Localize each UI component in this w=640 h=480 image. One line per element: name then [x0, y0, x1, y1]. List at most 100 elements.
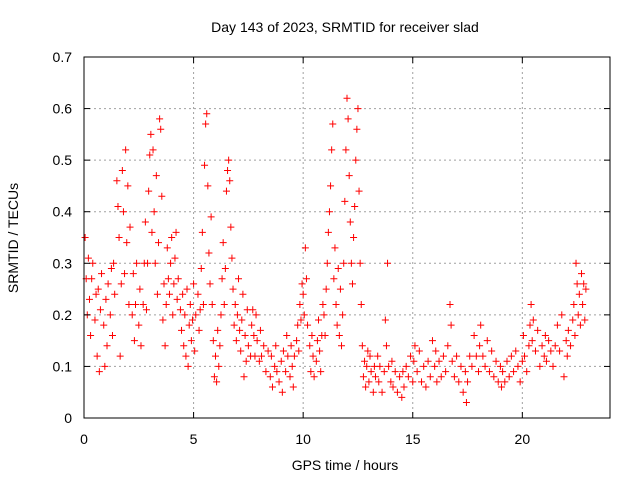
- data-point: [116, 352, 124, 360]
- data-point: [95, 368, 103, 376]
- data-point: [293, 337, 301, 345]
- data-point: [361, 357, 369, 365]
- data-point: [385, 362, 393, 370]
- data-point: [380, 368, 388, 376]
- data-point: [104, 280, 112, 288]
- data-point: [389, 383, 397, 391]
- data-point: [503, 357, 511, 365]
- data-point: [150, 208, 158, 216]
- data-point: [294, 321, 302, 329]
- data-point: [162, 301, 170, 309]
- y-tick-label: 0.1: [53, 358, 73, 374]
- y-tick-label: 0.2: [53, 307, 73, 323]
- data-point: [422, 383, 430, 391]
- data-point: [344, 115, 352, 123]
- x-tick-label: 0: [80, 431, 88, 447]
- data-point: [447, 321, 455, 329]
- data-point: [229, 285, 237, 293]
- data-point: [310, 373, 318, 381]
- x-tick-label: 15: [405, 431, 421, 447]
- data-point: [205, 249, 213, 257]
- data-point: [413, 368, 421, 376]
- data-point: [145, 187, 153, 195]
- data-point: [432, 347, 440, 355]
- data-point: [153, 290, 161, 298]
- data-point: [275, 378, 283, 386]
- data-point: [204, 182, 212, 190]
- data-point: [346, 218, 354, 226]
- data-point: [362, 383, 370, 391]
- data-point: [371, 373, 379, 381]
- data-point: [262, 368, 270, 376]
- data-point: [411, 342, 419, 350]
- data-point: [304, 321, 312, 329]
- data-point: [358, 342, 366, 350]
- data-point: [122, 146, 130, 154]
- data-point: [538, 342, 546, 350]
- data-point: [159, 316, 167, 324]
- data-point: [564, 326, 572, 334]
- data-point: [347, 259, 355, 267]
- data-point: [235, 275, 243, 283]
- data-point: [575, 290, 583, 298]
- data-point: [216, 342, 224, 350]
- data-point: [481, 362, 489, 370]
- data-point: [103, 342, 111, 350]
- data-point: [348, 280, 356, 288]
- data-point: [267, 352, 275, 360]
- data-point: [169, 311, 177, 319]
- data-point: [563, 352, 571, 360]
- data-point: [231, 301, 239, 309]
- data-point: [272, 342, 280, 350]
- data-point: [363, 362, 371, 370]
- data-point: [224, 166, 232, 174]
- data-point: [135, 321, 143, 329]
- data-point: [114, 203, 122, 211]
- data-point: [316, 347, 324, 355]
- data-point: [418, 378, 426, 386]
- data-point: [407, 352, 415, 360]
- data-point: [492, 357, 500, 365]
- data-point: [529, 316, 537, 324]
- data-point: [118, 166, 126, 174]
- data-point: [329, 120, 337, 128]
- data-point: [433, 378, 441, 386]
- data-point: [569, 316, 577, 324]
- data-point: [149, 146, 157, 154]
- data-point: [300, 311, 308, 319]
- data-point: [479, 352, 487, 360]
- data-point: [402, 362, 410, 370]
- data-point: [327, 182, 335, 190]
- data-point: [494, 378, 502, 386]
- data-point: [230, 321, 238, 329]
- data-point: [570, 301, 578, 309]
- x-tick-label: 5: [190, 431, 198, 447]
- data-point: [302, 275, 310, 283]
- data-point: [227, 223, 235, 231]
- data-point: [209, 337, 217, 345]
- data-point: [196, 306, 204, 314]
- data-point: [319, 301, 327, 309]
- data-point: [84, 254, 92, 262]
- y-tick-label: 0.6: [53, 101, 73, 117]
- data-point: [331, 244, 339, 252]
- data-point: [356, 259, 364, 267]
- data-point: [442, 368, 450, 376]
- plot-frame: [83, 56, 611, 419]
- data-point: [315, 316, 323, 324]
- data-point: [110, 259, 118, 267]
- data-point: [551, 342, 559, 350]
- data-point: [214, 326, 222, 334]
- data-point: [312, 357, 320, 365]
- data-point: [249, 306, 257, 314]
- data-point: [201, 161, 209, 169]
- data-point: [187, 337, 195, 345]
- data-point: [174, 275, 182, 283]
- data-point: [350, 234, 358, 241]
- data-point: [343, 94, 351, 102]
- data-point: [323, 259, 331, 267]
- data-point: [341, 197, 349, 205]
- data-point: [426, 373, 434, 381]
- data-point: [121, 270, 129, 278]
- data-point: [283, 331, 291, 339]
